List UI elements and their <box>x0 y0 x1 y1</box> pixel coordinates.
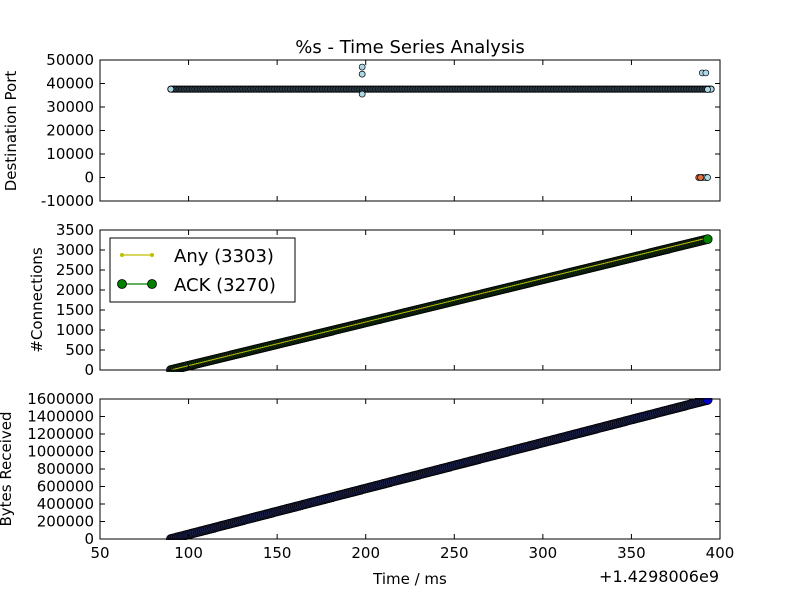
y-tick-label: 3500 <box>56 221 94 239</box>
port-point <box>358 63 366 71</box>
y-tick-label: 600000 <box>37 478 94 496</box>
port-point <box>167 85 175 93</box>
port-point <box>358 70 366 78</box>
y-tick-label: 200000 <box>37 513 94 531</box>
port-point <box>358 90 366 98</box>
panel-0-ylabel: Destination Port <box>2 71 20 192</box>
panel-2-yticks: 0200000400000600000800000100000012000001… <box>27 390 721 548</box>
panel-2-ylabel: Bytes Received <box>0 411 15 526</box>
legend-swatch-marker-any <box>150 253 154 257</box>
figure-title: %s - Time Series Analysis <box>295 37 524 58</box>
y-tick-label: 0 <box>84 169 94 187</box>
y-tick-label: -10000 <box>41 192 94 210</box>
legend-label-ack: ACK (3270) <box>174 275 276 296</box>
port-point <box>702 69 710 77</box>
panel-destination-port: -10000 0 10000 20000 30000 40000 50000 Destina… <box>2 51 721 210</box>
legend: Any (3303) ACK (3270) <box>109 237 296 303</box>
legend-box <box>109 237 296 303</box>
y-tick-label: 1500 <box>56 301 94 319</box>
any-series-line <box>170 237 708 371</box>
y-tick-label: 3000 <box>56 241 94 259</box>
y-tick-label: 30000 <box>46 98 94 116</box>
y-tick-label: 0 <box>84 530 94 548</box>
panel-0-yticks: -10000 0 10000 20000 30000 40000 50000 <box>41 51 721 210</box>
panel-0-frame <box>99 59 721 202</box>
legend-swatch-marker-ack <box>147 279 157 289</box>
y-tick-label: 0 <box>84 361 94 379</box>
panel-2-marks <box>166 398 713 540</box>
panel-1-yticks: 0 500 1000 1500 2000 2500 3000 3500 <box>56 221 721 379</box>
y-tick-label: 400000 <box>37 495 94 513</box>
port-point <box>704 86 711 93</box>
x-tick-labels: 50 100 150 200 250 300 350 400 <box>90 544 734 562</box>
y-tick-label: 10000 <box>46 145 94 163</box>
x-tick-label: 400 <box>706 544 735 562</box>
ack-end-point <box>702 234 713 245</box>
x-tick-label: 300 <box>529 544 558 562</box>
y-tick-label: 20000 <box>46 122 94 140</box>
x-tick-label: 50 <box>90 544 109 562</box>
port-point <box>704 174 711 181</box>
x-offset-label: +1.4298006e9 <box>599 567 719 586</box>
y-tick-label: 1600000 <box>27 390 94 408</box>
y-tick-label: 1400000 <box>27 408 94 426</box>
x-tick-label: 150 <box>263 544 292 562</box>
x-tick-label: 250 <box>440 544 469 562</box>
panel-1-ylabel: #Connections <box>28 247 46 352</box>
port-point <box>697 174 704 181</box>
panel-0-marks <box>167 63 715 181</box>
y-tick-label: 50000 <box>46 51 94 69</box>
y-tick-label: 1000000 <box>27 443 94 461</box>
panel-bytes-received: 0200000400000600000800000100000012000001… <box>0 390 721 548</box>
y-tick-label: 800000 <box>37 460 94 478</box>
y-tick-label: 1000 <box>56 321 94 339</box>
y-tick-label: 2500 <box>56 261 94 279</box>
panel-connections: 0 500 1000 1500 2000 2500 3000 3500 #Connection… <box>28 221 721 379</box>
panel-1-marks <box>166 234 713 372</box>
x-tick-label: 350 <box>617 544 646 562</box>
legend-swatch-marker-ack <box>117 279 127 289</box>
legend-label-any: Any (3303) <box>174 246 274 267</box>
y-tick-label: 40000 <box>46 75 94 93</box>
x-tick-label: 200 <box>351 544 380 562</box>
panel-1-frame <box>99 229 721 371</box>
x-axis: 50 100 150 200 250 300 350 400 Time / ms +1.429… <box>90 544 734 588</box>
bytes-end-point <box>702 398 713 405</box>
y-tick-label: 1200000 <box>27 425 94 443</box>
y-tick-label: 500 <box>65 341 94 359</box>
x-tick-label: 100 <box>174 544 203 562</box>
y-tick-label: 2000 <box>56 281 94 299</box>
legend-swatch-marker-any <box>120 253 124 257</box>
x-axis-label: Time / ms <box>372 570 447 588</box>
